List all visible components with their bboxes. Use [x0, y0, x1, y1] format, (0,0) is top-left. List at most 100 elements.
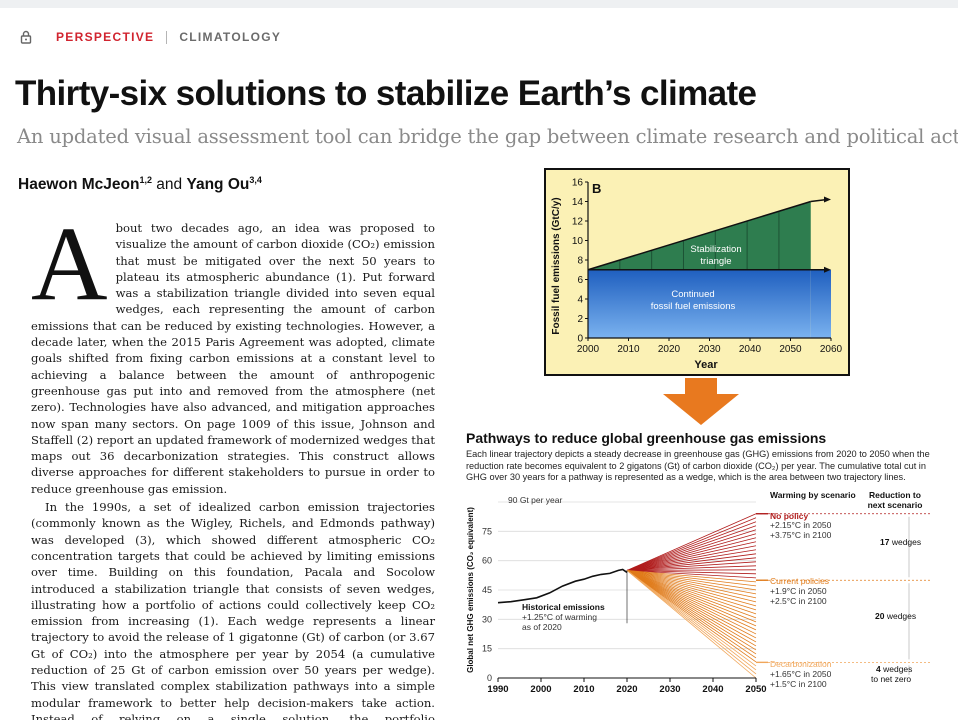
scenario-guides: [756, 513, 930, 675]
y-tick-label: 0: [577, 334, 583, 345]
wedge-line: [626, 570, 757, 639]
wedge-line: [626, 570, 757, 663]
pathways-title: Pathways to reduce global greenhouse gas…: [466, 430, 827, 446]
wedge-lines: [626, 513, 757, 679]
author-affiliation: 3,4: [249, 175, 262, 185]
reduction-number: 17: [880, 537, 890, 547]
scenario-name: No policy: [770, 511, 809, 521]
y-tick-label: 8: [577, 256, 583, 267]
y-tick-label: 16: [572, 178, 584, 189]
x-tick-label: 2010: [573, 684, 594, 695]
kicker-perspective[interactable]: PERSPECTIVE: [56, 30, 155, 44]
wedge-line: [626, 549, 757, 571]
wedge-line: [626, 570, 757, 671]
wedge-line: [626, 570, 757, 627]
wedge-line: [626, 513, 757, 571]
historical-series: [497, 568, 628, 624]
historical-note: +1.25°C of warming: [522, 612, 597, 622]
y-axis-label: Global net GHG emissions (CO₂ equivalent…: [466, 507, 475, 673]
article-kicker: PERSPECTIVE CLIMATOLOGY: [18, 29, 281, 45]
x-tick-label: 2040: [739, 344, 762, 355]
triangle-label: triangle: [700, 256, 731, 267]
reduction-suffix: to net zero: [871, 674, 911, 684]
reduction-number: 20: [875, 611, 885, 621]
author-name[interactable]: Yang Ou: [186, 176, 250, 193]
wedge-line: [626, 570, 757, 675]
scenario-detail: +2.5°C in 2100: [770, 596, 827, 606]
y-tick-label: 14: [572, 197, 584, 208]
x-tick-label: 2030: [698, 344, 721, 355]
base-area: [588, 269, 811, 338]
y-tick-label: 30: [482, 614, 492, 624]
wedge-line: [626, 570, 757, 611]
reduction-count: 20 wedges: [875, 611, 916, 621]
author-name[interactable]: Haewon McJeon: [18, 176, 140, 193]
y-tick-label: 45: [482, 585, 492, 595]
base-area-extension: [810, 269, 831, 338]
lock-icon[interactable]: [18, 29, 34, 45]
x-tick-label: 2030: [659, 684, 680, 695]
y-tick-label: 2: [577, 314, 583, 325]
scenario-detail: +3.75°C in 2100: [770, 530, 832, 540]
reduction-unit: wedges: [886, 611, 916, 621]
wedge-line: [626, 533, 757, 571]
y-tick-label: 60: [482, 556, 492, 566]
wedge-line: [626, 570, 757, 575]
x-axis-label: Year: [694, 359, 718, 371]
wedge-line: [626, 570, 757, 595]
panel-label: B: [592, 181, 601, 196]
wedge-line: [626, 570, 757, 667]
wedge-line: [626, 561, 757, 571]
y-tick-label: 6: [577, 275, 583, 286]
paragraph-text: bout two decades ago, an idea was propos…: [31, 221, 436, 496]
reduction-number: 4: [876, 664, 881, 674]
x-tick-label: 2000: [577, 344, 600, 355]
wedge-line: [626, 570, 757, 615]
x-tick-label: 2040: [702, 684, 723, 695]
wedge-line: [626, 570, 757, 583]
scenario-detail: +2.15°C in 2050: [770, 520, 832, 530]
reduction-count: 17 wedges: [880, 537, 921, 547]
wedge-line: [626, 570, 757, 587]
scenario-detail: +1.5°C in 2100: [770, 679, 827, 689]
top-bar: [0, 0, 958, 8]
wedge-line: [626, 570, 757, 619]
warming-column-header: Warming by scenario: [770, 490, 856, 500]
pathways-description: Each linear trajectory depicts a steady …: [466, 449, 930, 483]
historical-label: Historical emissions: [522, 602, 605, 612]
wedge-line: [626, 570, 757, 643]
wedge-line: [626, 570, 757, 659]
x-tick-label: 2050: [779, 344, 802, 355]
reduction-unit: wedges: [891, 537, 921, 547]
wedge-line: [626, 570, 757, 607]
stabilization-triangle-figure: 0 2 4 6 8 10 12 14 16 2000 2010 2020 2030 2040 2050 206…: [544, 168, 850, 376]
author-line: Haewon McJeon1,2 and Yang Ou3,4: [18, 175, 262, 194]
paragraph: In the 1990s, a set of idealized carbon …: [31, 500, 435, 720]
down-arrow-icon: [663, 378, 739, 425]
historical-line: [497, 568, 628, 604]
wedge-line: [626, 570, 757, 635]
wedge-line: [626, 570, 757, 591]
wedge-line: [626, 537, 757, 571]
x-tick-label: 2020: [616, 684, 637, 695]
kicker-section[interactable]: CLIMATOLOGY: [179, 30, 282, 44]
scenario-detail: +1.65°C in 2050: [770, 669, 832, 679]
wedge-line: [626, 570, 757, 623]
x-tick-label: 2010: [617, 344, 640, 355]
y-axis-label: Fossil fuel emissions (GtC/y): [551, 197, 562, 334]
x-tick-label: 2050: [745, 684, 766, 695]
author-affiliation: 1,2: [139, 175, 152, 185]
reduction-unit: wedges: [882, 664, 912, 674]
article-subtitle: An updated visual assessment tool can br…: [17, 125, 958, 148]
triangle-chart: 0 2 4 6 8 10 12 14 16 2000 2010 2020 2030 2040 2050 206…: [551, 178, 843, 372]
chart-axes: 0 15 30 45 60 75 1990 2000 2010 2020 2030 2040 2050: [482, 526, 767, 695]
wedge-line: [626, 517, 757, 571]
triangle-edge: [587, 200, 811, 271]
scenario-name: Decarbonization: [770, 659, 832, 669]
wedge-line: [626, 557, 757, 571]
wedge-line: [626, 570, 757, 651]
reduction-column-header: Reduction to: [869, 490, 921, 500]
